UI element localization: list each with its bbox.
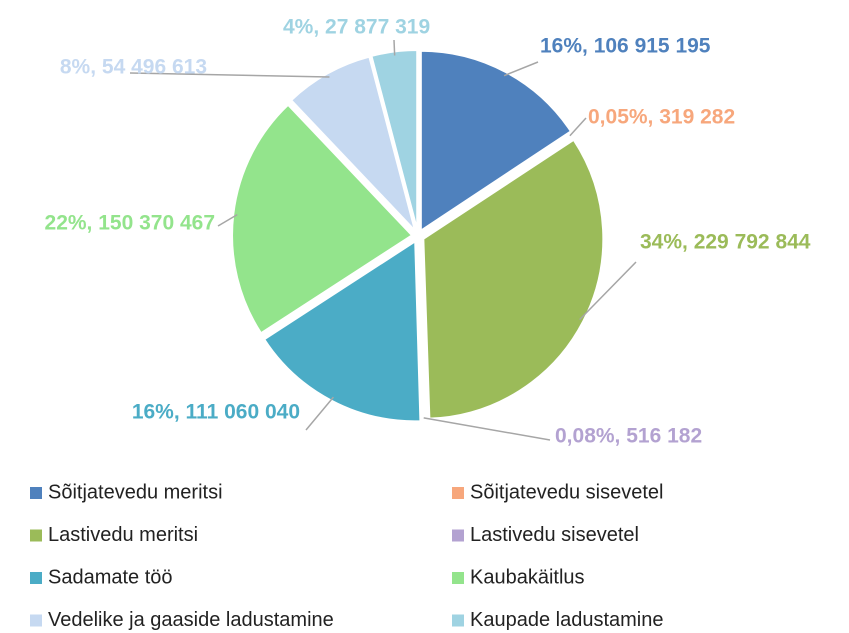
pie-slice [231,103,414,335]
data-label: 0,05%, 319 282 [588,106,735,129]
leader-line [579,261,637,321]
leader-line [423,417,551,441]
legend-swatch [452,614,464,627]
legend-label: Kaupade ladustamine [470,609,663,631]
legend-label: Vedelike ja gaaside ladustamine [48,609,334,631]
legend-swatch [30,487,42,499]
leader-line [393,39,396,56]
legend-swatch [452,529,464,542]
pie-slice [417,241,426,423]
legend-swatch [30,572,42,584]
data-label: 16%, 106 915 195 [540,35,711,58]
legend-label: Lastivedu sisevetel [470,524,639,546]
legend-swatch [452,572,464,584]
data-label: 8%, 54 496 613 [60,56,207,79]
data-label: 34%, 229 792 844 [640,231,811,254]
pie-slice [419,49,573,233]
pie-slice [289,55,417,232]
pie-slice [422,138,605,420]
legend-label: Sõitjatevedu sisevetel [470,481,663,503]
data-label: 4%, 27 877 319 [283,16,430,39]
legend-label: Sõitjatevedu meritsi [48,481,223,503]
leader-line [569,117,587,137]
pie-slice [262,239,422,423]
leader-line [129,72,330,78]
leader-line [503,61,539,77]
legend-swatch [452,487,464,499]
legend-label: Lastivedu meritsi [48,524,198,546]
leader-line [305,396,335,431]
legend-swatch [30,614,42,627]
data-label: 0,08%, 516 182 [555,425,702,448]
leader-line [217,213,238,227]
legend-label: Sadamate töö [48,566,173,588]
data-label: 16%, 111 060 040 [132,401,300,424]
data-label: 22%, 150 370 467 [45,212,215,235]
legend-swatch [30,529,42,542]
legend-label: Kaubakäitlus [470,566,585,588]
